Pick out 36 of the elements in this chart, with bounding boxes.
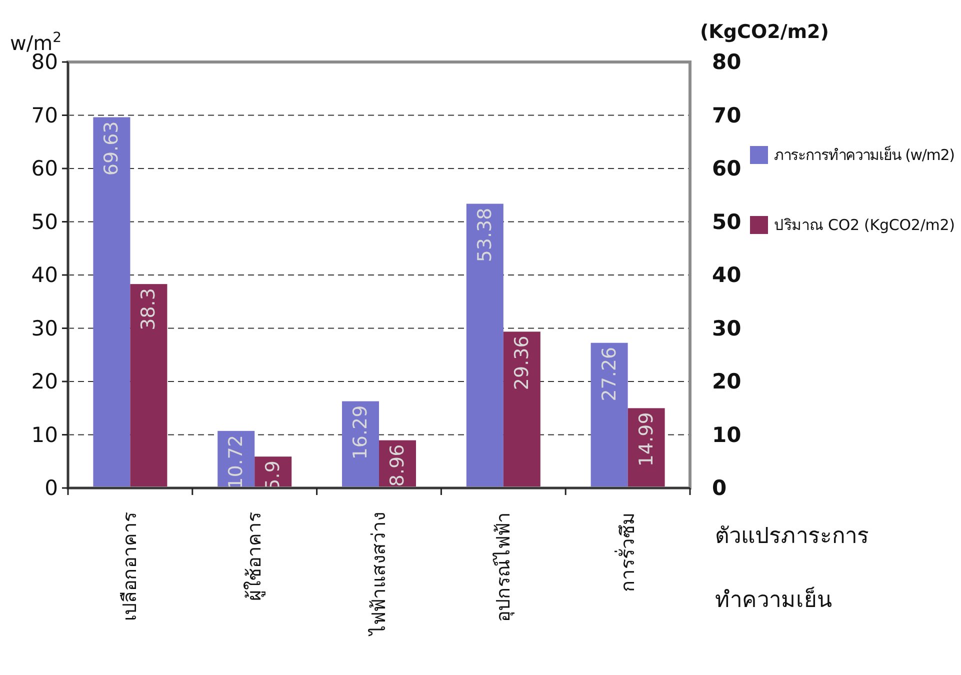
y2-tick-label: 0	[712, 476, 727, 500]
y2-tick-label: 20	[712, 370, 742, 394]
y-tick-label: 0	[44, 476, 58, 500]
x-tick-label: อุปกรณ์ไฟฟ้า	[492, 512, 516, 622]
y2-tick-label: 70	[712, 103, 742, 128]
data-label: 8.96	[386, 444, 408, 487]
y2-tick-label: 60	[712, 156, 742, 180]
y-tick-label: 70	[31, 103, 58, 128]
x-tick-label: การรั่วซึม	[614, 512, 639, 592]
data-label: 14.99	[635, 412, 658, 467]
data-label: 16.29	[350, 405, 372, 460]
data-label: 69.63	[100, 121, 123, 176]
y-tick-label: 50	[31, 210, 58, 234]
y2-axis-title: (KgCO2/m2)	[700, 21, 829, 43]
x-tick-label: ผู้ใช้อาคาร	[244, 512, 266, 601]
y2-tick-label: 30	[712, 316, 742, 340]
data-label: 53.38	[474, 208, 496, 262]
y-tick-label: 30	[31, 316, 58, 340]
y-tick-label: 10	[31, 422, 58, 447]
data-label: 38.3	[138, 288, 160, 330]
data-label: 27.26	[598, 346, 620, 402]
legend-label: ภาระการทำความเย็น (w/m2)	[774, 145, 955, 164]
y2-tick-label: 50	[712, 210, 742, 234]
y2-tick-label: 40	[712, 263, 742, 287]
legend-label: ปริมาณ CO2 (KgCO2/m2)	[774, 216, 955, 234]
y-tick-label: 60	[31, 156, 58, 180]
y-tick-label: 40	[31, 263, 58, 287]
y-tick-label: 20	[31, 370, 58, 394]
data-label: 10.72	[225, 434, 248, 490]
data-label: 29.36	[510, 336, 533, 390]
y2-tick-label: 80	[712, 50, 742, 74]
text: ตัวแปรภาระการทำความเย็น	[715, 524, 869, 613]
x-tick-label: ไฟฟ้าแสงสว่าง	[368, 512, 390, 637]
y-tick-label: 80	[31, 50, 58, 74]
y2-tick-label: 10	[712, 422, 742, 447]
x-tick-label: เปลือกอาคาร	[119, 512, 142, 621]
